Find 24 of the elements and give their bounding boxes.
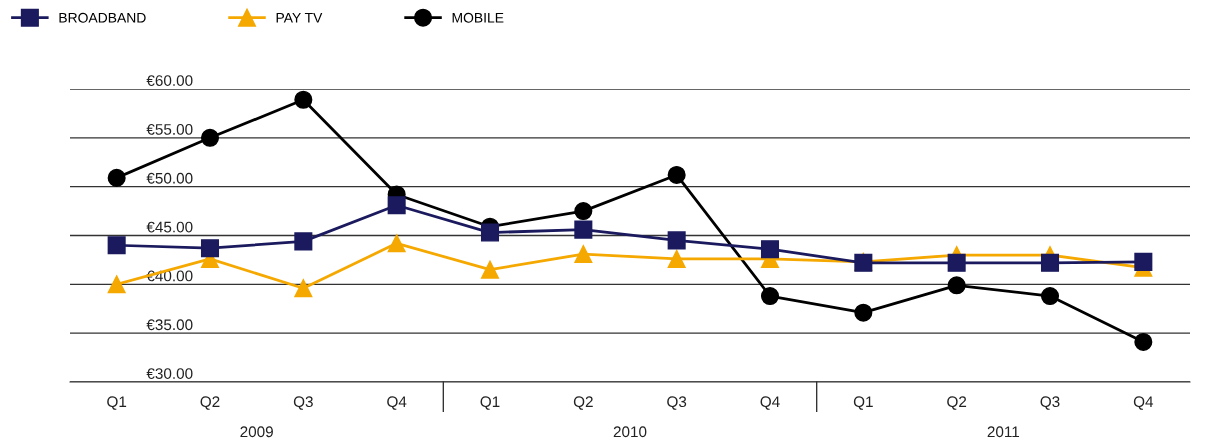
y-tick-label: €50.00 bbox=[146, 172, 193, 184]
y-tick-label: €45.00 bbox=[146, 221, 193, 233]
x-tick-label: Q4 bbox=[760, 396, 780, 410]
y-tick-label: €35.00 bbox=[146, 319, 193, 331]
x-tick-label: Q3 bbox=[1040, 396, 1060, 410]
x-tick-label: Q4 bbox=[387, 396, 407, 410]
text: 2010 bbox=[613, 426, 647, 438]
y-tick-label: €55.00 bbox=[146, 124, 193, 135]
x-tick-label: Q2 bbox=[573, 396, 593, 410]
y-tick-label: €30.00 bbox=[146, 368, 193, 379]
y-tick-label: €60.00 bbox=[146, 75, 193, 86]
x-tick-label: Q1 bbox=[853, 396, 873, 410]
x-tick-label: Q2 bbox=[200, 396, 220, 410]
text: 2011 bbox=[987, 426, 1020, 438]
legend-label: BROADBAND bbox=[59, 12, 146, 23]
x-tick-label: Q3 bbox=[667, 396, 687, 410]
legend-label: PAY TV bbox=[276, 13, 323, 23]
x-tick-label: Q1 bbox=[480, 396, 500, 410]
x-tick-label: Q1 bbox=[107, 396, 127, 410]
x-tick-label: Q2 bbox=[947, 396, 967, 410]
legend-label: MOBILE bbox=[452, 12, 504, 23]
x-tick-label: Q4 bbox=[1133, 396, 1154, 410]
x-tick-label: Q3 bbox=[293, 396, 313, 410]
text: 2009 bbox=[240, 426, 273, 438]
